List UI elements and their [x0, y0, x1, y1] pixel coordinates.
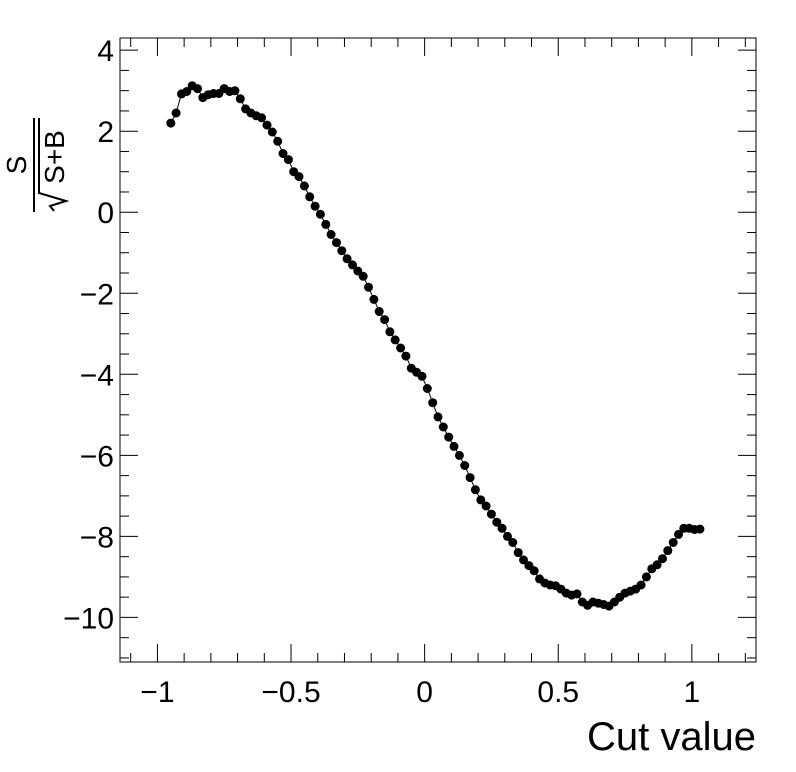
data-point [294, 172, 304, 182]
data-point [454, 450, 464, 460]
data-point [171, 108, 181, 118]
data-point [465, 473, 475, 483]
y-tick-label: −8 [80, 521, 114, 554]
data-point [278, 149, 288, 158]
data-point [401, 351, 411, 361]
data-point [390, 335, 400, 345]
data-point [652, 560, 662, 570]
data-point [433, 412, 443, 422]
y-axis-tick-labels: 4 2 0 −2 −4 −6 −8 −10 [63, 35, 114, 635]
data-point [695, 524, 705, 534]
data-point [364, 282, 373, 292]
y-axis-title-numerator: S [1, 156, 32, 175]
data-point [380, 315, 390, 325]
data-point [508, 538, 518, 547]
data-point [342, 254, 352, 264]
y-axis-title-denominator: S+B [39, 130, 70, 184]
data-point [262, 120, 272, 130]
data-point [513, 548, 523, 558]
data-point [348, 260, 357, 270]
data-point [358, 271, 368, 281]
data-point [529, 566, 539, 576]
x-tick-label: 0 [416, 676, 433, 709]
y-tick-label: −4 [80, 359, 114, 392]
data-point [492, 517, 502, 527]
data-point [310, 201, 320, 211]
data-point [497, 523, 507, 533]
data-point [476, 495, 486, 505]
data-point [422, 384, 432, 393]
data-point [273, 136, 283, 146]
data-point [321, 219, 331, 229]
data-point [193, 84, 202, 94]
data-point [230, 86, 240, 96]
data-point [674, 529, 683, 539]
data-point [444, 432, 454, 442]
x-axis-ticks [130, 38, 746, 662]
data-line [170, 85, 700, 607]
x-tick-label: −1 [140, 676, 174, 709]
data-point [519, 555, 528, 565]
data-point [235, 94, 245, 104]
x-axis-tick-labels: −1 −0.5 0 0.5 1 [140, 676, 700, 709]
x-tick-label: −0.5 [261, 676, 320, 709]
data-point [572, 589, 582, 599]
data-point [658, 554, 667, 564]
data-point [283, 155, 293, 165]
y-tick-label: −2 [80, 278, 114, 311]
data-point [257, 113, 267, 123]
data-point [326, 230, 336, 239]
data-point [481, 501, 491, 511]
data-point [663, 546, 673, 556]
data-point [315, 209, 325, 219]
data-point [641, 572, 651, 582]
data-point [374, 307, 384, 316]
data-point [385, 327, 395, 337]
data-point [299, 181, 309, 191]
data-point [486, 509, 496, 519]
data-point [460, 461, 470, 470]
data-point [166, 118, 176, 128]
y-tick-label: −6 [80, 440, 114, 473]
x-tick-label: 0.5 [537, 676, 579, 709]
data-point [369, 294, 379, 304]
y-tick-label: 0 [97, 197, 114, 230]
y-tick-label: 2 [97, 116, 114, 149]
y-axis-title-sqrt-sign [38, 118, 70, 212]
data-point [438, 422, 448, 432]
y-tick-label: −10 [63, 602, 114, 635]
data-point [636, 580, 646, 590]
data-point [503, 531, 512, 541]
data-point [267, 127, 277, 137]
data-point [396, 343, 406, 353]
plot-frame [119, 37, 757, 663]
y-tick-label: 4 [97, 35, 114, 68]
data-point [470, 485, 480, 495]
data-point [332, 238, 341, 248]
data-point [449, 441, 459, 451]
data-point [417, 371, 427, 381]
x-tick-label: 1 [684, 676, 701, 709]
data-points [166, 81, 705, 611]
data-point [337, 246, 347, 256]
y-axis-ticks [120, 49, 756, 659]
x-axis-title: Cut value [587, 715, 756, 759]
data-point [668, 538, 678, 547]
y-axis-title: S S+B [1, 118, 70, 212]
data-point [182, 87, 192, 96]
data-point [305, 192, 315, 202]
data-point [428, 398, 438, 408]
